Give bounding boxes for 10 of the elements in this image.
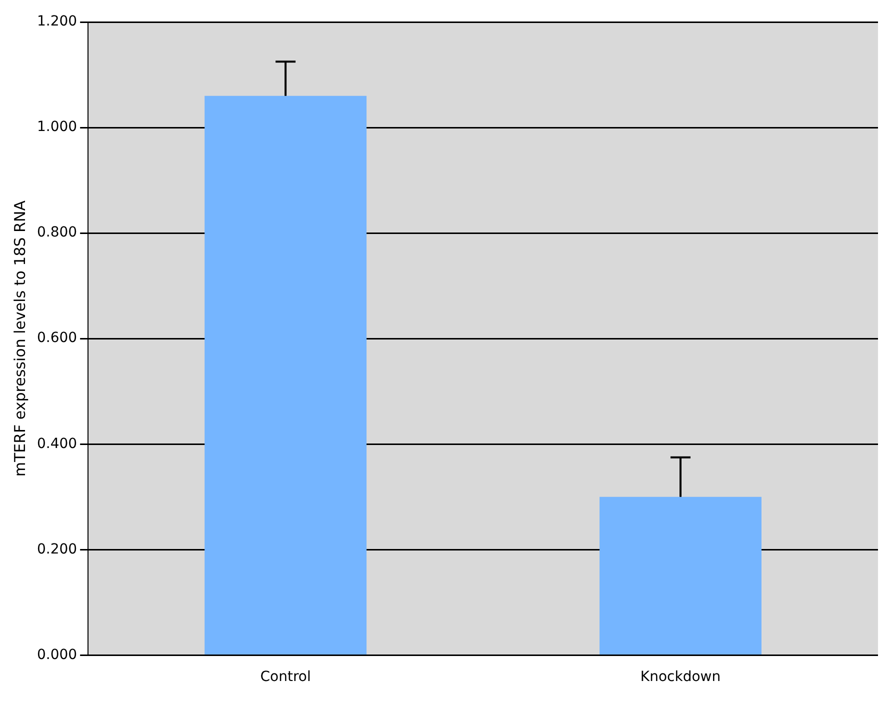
y-tick-label: 0.200	[36, 541, 78, 558]
x-tick-label: Knockdown	[640, 669, 721, 686]
y-axis-title: mTERF expression levels to 18S RNA	[10, 200, 29, 477]
y-tick-label: 1.000	[36, 119, 78, 136]
y-tick-label: 0.600	[36, 330, 78, 346]
y-tick-label: 0.800	[36, 224, 78, 241]
y-tick-label: 0.000	[36, 646, 78, 663]
x-tick-label: Control	[260, 669, 311, 686]
y-tick-label: 1.200	[36, 14, 78, 30]
y-tick-label: 0.400	[36, 436, 78, 452]
